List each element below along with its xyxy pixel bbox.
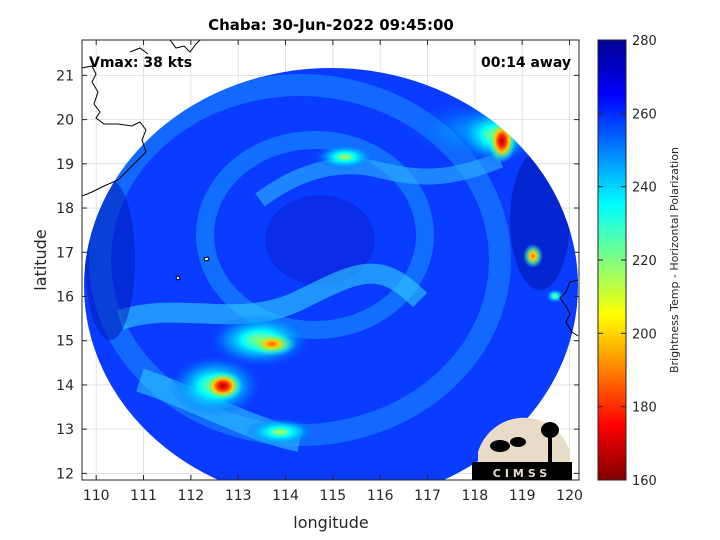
- y-tick-label: 17: [56, 245, 74, 261]
- coastline-west: [82, 65, 147, 197]
- colorbar-tick-label: 180: [632, 401, 657, 416]
- coastlines: [82, 40, 579, 337]
- x-tick-label: 116: [367, 488, 394, 504]
- feature-south-band: [245, 418, 315, 446]
- feature-north-band: [315, 144, 375, 170]
- spiral-band-south: [116, 263, 428, 330]
- y-tick-label: 12: [56, 466, 74, 482]
- x-tick-label: 110: [83, 488, 110, 504]
- x-tick-label: 112: [177, 488, 204, 504]
- colorbar-tick-label: 280: [632, 34, 657, 49]
- y-tick-label: 19: [56, 157, 74, 173]
- colorbar-tick-label: 240: [632, 181, 657, 196]
- logo-dish-1: [490, 440, 510, 452]
- dark-edge-west: [85, 180, 135, 340]
- colorbar-tick-label: 260: [632, 107, 657, 122]
- colorbar-ticks: 280 260 240 220 200 180 160: [598, 34, 657, 489]
- x-axis-label: longitude: [293, 513, 368, 532]
- axis-ticks: 110 111 112 113 114 115 116 117 118 119 120 21 20 19 1…: [56, 40, 583, 504]
- x-tick-label: 113: [225, 488, 252, 504]
- x-tick-label: 114: [272, 488, 299, 504]
- feature-southeast-spot: [546, 289, 564, 303]
- x-tick-label: 119: [509, 488, 536, 504]
- time-away-label: 00:14 away: [481, 55, 571, 71]
- y-tick-label: 13: [56, 422, 74, 438]
- brightness-temp-swath: [84, 68, 578, 480]
- axes-box: [81, 39, 580, 481]
- island-small: [203, 256, 210, 262]
- band-ring-inner: [196, 131, 434, 339]
- colorbar-tick-label: 220: [632, 254, 657, 269]
- logo-dish-2: [510, 437, 526, 447]
- coastline-north: [129, 47, 149, 55]
- x-tick-label: 120: [556, 488, 583, 504]
- y-tick-label: 21: [56, 68, 74, 84]
- y-tick-label: 20: [56, 113, 74, 129]
- colorbar-tick-label: 160: [632, 474, 657, 489]
- y-tick-label: 18: [56, 201, 74, 217]
- feature-southwest: [203, 371, 243, 401]
- x-tick-label: 111: [130, 488, 157, 504]
- logo-base: [472, 462, 572, 480]
- logo-text: CIMSS: [493, 467, 551, 480]
- x-tick-label: 118: [461, 488, 488, 504]
- eye-region: [265, 195, 375, 285]
- chart-title: Chaba: 30-Jun-2022 09:45:00: [208, 16, 454, 34]
- colorbar-label: Brightness Temp - Horizontal Polarizatio…: [668, 147, 681, 373]
- feature-south: [248, 332, 296, 356]
- cimss-logo: CIMSS: [472, 417, 572, 480]
- feature-east-spot: [523, 244, 543, 268]
- coastline-northwest: [169, 40, 201, 53]
- logo-water-tower: [541, 422, 559, 438]
- logo-tower-leg: [548, 436, 552, 464]
- coastline-east: [559, 279, 579, 337]
- y-tick-label: 15: [56, 334, 74, 350]
- colorbar-tick-label: 200: [632, 327, 657, 342]
- x-tick-label: 117: [414, 488, 441, 504]
- y-axis-label: latitude: [31, 229, 50, 290]
- spiral-band-north: [255, 152, 503, 207]
- y-tick-label: 16: [56, 289, 74, 305]
- x-tick-label: 115: [319, 488, 346, 504]
- island-small-2: [175, 275, 181, 281]
- y-tick-label: 14: [56, 378, 74, 394]
- vmax-label: Vmax: 38 kts: [89, 55, 192, 71]
